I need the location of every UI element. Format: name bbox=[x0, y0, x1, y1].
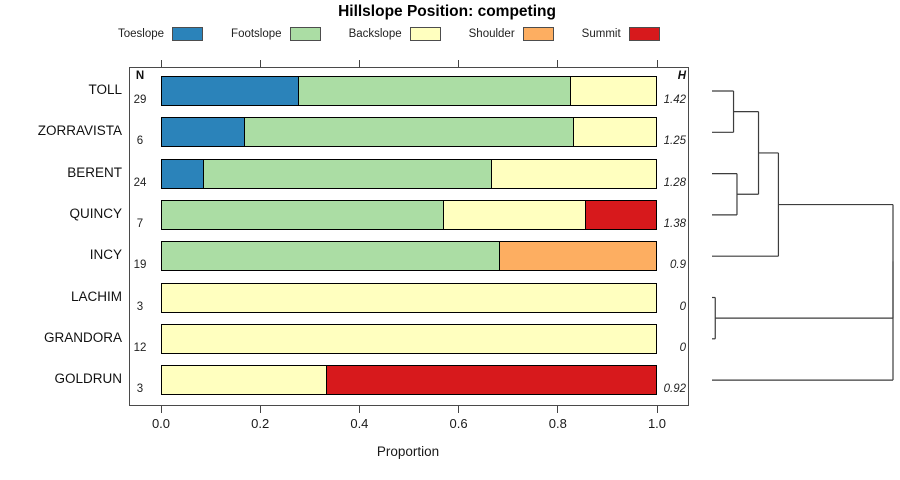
row-n-count: 7 bbox=[136, 217, 144, 230]
legend-label: Backslope bbox=[348, 28, 402, 40]
legend-swatch-summit bbox=[628, 27, 660, 41]
row-n-count: 3 bbox=[136, 383, 144, 396]
legend-label: Footslope bbox=[231, 28, 282, 40]
row-label: TOLL bbox=[88, 82, 122, 97]
row-label: ZORRAVISTA bbox=[37, 123, 122, 139]
axis-tick-label: 0.2 bbox=[251, 416, 270, 431]
bar-row bbox=[161, 365, 657, 396]
row-h-value: 0.9 bbox=[670, 259, 686, 272]
row-n-count: 6 bbox=[136, 135, 144, 148]
bar-segment-toeslope bbox=[162, 118, 245, 147]
legend-item: Footslope bbox=[231, 27, 321, 41]
axis-tick-top bbox=[557, 60, 559, 67]
axis-tick-top bbox=[160, 60, 162, 67]
axis-tick-top bbox=[358, 60, 360, 67]
axis-tick-label: 0.6 bbox=[449, 416, 468, 431]
row-n-count: 29 bbox=[133, 94, 147, 106]
axis-tick-bottom bbox=[259, 406, 261, 413]
row-h-value: 1.28 bbox=[663, 176, 686, 189]
legend-item: Toeslope bbox=[118, 27, 204, 41]
row-label: INCY bbox=[89, 247, 122, 263]
bar-segment-backslope bbox=[162, 366, 327, 395]
legend-swatch-shoulder bbox=[522, 27, 554, 41]
bar-row bbox=[161, 323, 657, 354]
bar-segment-backslope bbox=[442, 200, 585, 229]
legend-item: Summit bbox=[582, 27, 660, 41]
row-h-value: 1.25 bbox=[663, 135, 686, 148]
row-label: GOLDRUN bbox=[54, 371, 122, 387]
bar-row bbox=[161, 282, 657, 313]
bar-segment-backslope bbox=[162, 324, 656, 353]
row-label: GRANDORA bbox=[43, 329, 122, 345]
axis-tick-label: 0.0 bbox=[151, 416, 171, 431]
x-axis-label: Proportion bbox=[376, 444, 440, 459]
axis-tick-label: 0.8 bbox=[548, 416, 567, 431]
bar-row bbox=[161, 158, 657, 189]
row-h-value: 0 bbox=[679, 341, 686, 354]
row-n-count: 24 bbox=[133, 176, 147, 189]
bar-row bbox=[161, 199, 657, 230]
n-column-header: N bbox=[135, 70, 145, 82]
axis-tick-top bbox=[458, 60, 460, 67]
row-h-value: 1.38 bbox=[663, 217, 686, 230]
bar-segment-backslope bbox=[162, 283, 656, 312]
row-label: BERENT bbox=[67, 164, 122, 180]
bar-row bbox=[161, 76, 657, 106]
chart-title: Hillslope Position: competing bbox=[338, 3, 556, 20]
legend-item: Backslope bbox=[349, 27, 441, 41]
axis-tick-bottom bbox=[458, 406, 460, 413]
legend-swatch-footslope bbox=[289, 27, 321, 41]
row-h-value: 0 bbox=[679, 300, 686, 313]
h-column-header: H bbox=[677, 70, 686, 82]
dendrogram bbox=[712, 90, 894, 381]
bar-segment-toeslope bbox=[162, 77, 298, 105]
axis-tick-top bbox=[656, 60, 658, 67]
bar-segment-footslope bbox=[202, 159, 491, 188]
legend-label: Toeslope bbox=[118, 28, 165, 40]
bar-row bbox=[161, 241, 657, 272]
legend-swatch-toeslope bbox=[172, 27, 204, 41]
bar-segment-footslope bbox=[162, 242, 500, 271]
bar-segment-summit bbox=[584, 200, 657, 229]
bar-segment-footslope bbox=[162, 200, 443, 229]
legend-swatch-backslope bbox=[409, 27, 441, 41]
axis-tick-bottom bbox=[160, 406, 162, 413]
row-label: QUINCY bbox=[69, 205, 122, 221]
legend-item: Shoulder bbox=[469, 27, 554, 41]
row-n-count: 12 bbox=[133, 341, 147, 354]
row-h-value: 1.42 bbox=[663, 94, 686, 106]
axis-tick-label: 1.0 bbox=[647, 416, 667, 431]
bar-segment-footslope bbox=[244, 118, 573, 147]
bar-segment-backslope bbox=[490, 159, 657, 188]
row-h-value: 0.92 bbox=[663, 383, 686, 396]
bar-segment-backslope bbox=[572, 118, 656, 147]
legend: Toeslope Footslope Backslope Shoulder Summit bbox=[118, 27, 660, 41]
plot-frame bbox=[129, 67, 689, 406]
axis-tick-top bbox=[259, 60, 261, 67]
bar-row bbox=[161, 117, 657, 148]
bar-segment-toeslope bbox=[162, 159, 203, 188]
bar-segment-backslope bbox=[570, 77, 656, 105]
axis-tick-bottom bbox=[656, 406, 658, 413]
axis-tick-bottom bbox=[557, 406, 559, 413]
bar-segment-summit bbox=[326, 366, 656, 395]
bar-segment-shoulder bbox=[499, 242, 656, 271]
legend-label: Summit bbox=[581, 28, 621, 40]
legend-label: Shoulder bbox=[468, 28, 515, 40]
axis-tick-label: 0.4 bbox=[350, 416, 369, 431]
row-n-count: 3 bbox=[136, 300, 144, 313]
row-n-count: 19 bbox=[133, 259, 147, 272]
row-label: LACHIM bbox=[70, 288, 122, 304]
axis-tick-bottom bbox=[358, 406, 360, 413]
bar-segment-footslope bbox=[297, 77, 571, 105]
